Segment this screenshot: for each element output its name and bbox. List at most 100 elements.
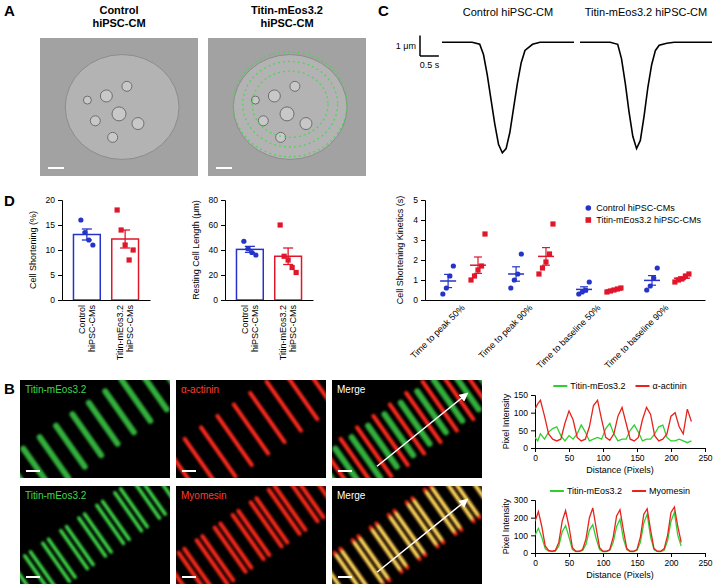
band xyxy=(134,380,170,414)
error-bar xyxy=(120,230,130,248)
error-bar xyxy=(678,277,686,280)
band xyxy=(231,402,271,457)
axis-line xyxy=(536,449,706,453)
plot-area xyxy=(535,507,681,552)
tick: 100 xyxy=(514,531,535,541)
tick-label-line: Titin-mEos3.2 xyxy=(115,305,125,360)
tick-mark xyxy=(421,220,425,221)
scale-bar xyxy=(182,576,196,578)
tick: 0 xyxy=(213,295,225,305)
vesicle xyxy=(268,90,280,102)
tick-mark xyxy=(421,280,425,281)
legend: Titin-mEos3.2α-actinin xyxy=(553,381,686,391)
tick-mark xyxy=(531,413,535,414)
image-background xyxy=(20,380,170,478)
vesicle xyxy=(290,81,300,91)
band xyxy=(148,486,170,508)
error-bar-cap xyxy=(580,286,588,287)
tick-label: 20 xyxy=(46,195,56,205)
tick: 4 xyxy=(413,215,425,225)
image-content xyxy=(208,38,366,176)
legend-label: Titin-mEos3.2 hiPSC-CMs xyxy=(596,215,701,225)
error-bar-cap xyxy=(610,289,618,290)
striations xyxy=(20,486,170,584)
scale-bar xyxy=(26,576,40,578)
image-background xyxy=(40,38,198,176)
image-content xyxy=(332,486,482,584)
tick-label: Titin-mEos3.2hiPSC-CMs xyxy=(115,305,135,361)
micrograph: Merge xyxy=(224,395,591,586)
scale-bar-label: 0.5 s xyxy=(420,60,440,70)
point xyxy=(82,230,87,235)
tick: 2 xyxy=(413,255,425,265)
panel-label: C xyxy=(378,2,389,19)
tick-label: 250 xyxy=(698,453,712,463)
tick: 200 xyxy=(514,513,535,523)
band xyxy=(82,512,114,555)
vesicle xyxy=(300,118,312,130)
x-axis: 050100150200250 xyxy=(533,448,713,463)
tick-label-line: Titin-mEos3.2 xyxy=(278,305,288,360)
tick: 0 xyxy=(523,443,535,453)
point xyxy=(286,257,291,262)
tick-mark xyxy=(603,448,604,452)
y-axis: 012345 xyxy=(413,195,425,305)
error-bar-cap xyxy=(444,287,452,288)
tick: 250 xyxy=(698,553,712,568)
point xyxy=(78,217,83,222)
point xyxy=(451,263,456,268)
trace-chart: Titin-mEos3.2 hiPSC-CM xyxy=(580,6,712,149)
axis-line xyxy=(421,201,426,301)
point xyxy=(472,273,477,278)
tick-mark xyxy=(531,500,535,501)
striations xyxy=(332,380,482,478)
tick: Time to baseline 50% xyxy=(535,300,603,371)
scale-bar: 1 μm0.5 s xyxy=(396,36,440,70)
tick-mark xyxy=(421,260,425,261)
axis-line xyxy=(426,300,706,301)
tick-mark xyxy=(221,250,225,251)
tick-label: 100 xyxy=(596,558,610,568)
tick-label: 100 xyxy=(514,408,528,418)
axis-line xyxy=(531,396,536,449)
tick-label: 15 xyxy=(46,220,56,230)
tick-mark xyxy=(531,448,535,449)
band xyxy=(308,486,326,507)
tick-label: 60 xyxy=(209,220,219,230)
bar xyxy=(112,239,139,300)
tick-label: 10 xyxy=(46,245,56,255)
band xyxy=(462,380,482,402)
point xyxy=(440,291,445,296)
y-axis: 05101520 xyxy=(46,195,63,305)
point xyxy=(519,251,524,256)
channel-label: α-actinin xyxy=(181,384,219,395)
tick: 20 xyxy=(209,270,225,280)
tick-mark xyxy=(221,275,225,276)
band xyxy=(326,486,327,495)
tick-mark xyxy=(221,200,225,201)
image-content xyxy=(20,486,170,584)
scale-bar-x xyxy=(420,55,439,57)
error-bar-cap xyxy=(542,265,550,266)
cell xyxy=(233,55,347,160)
band xyxy=(247,390,287,445)
point xyxy=(655,265,660,270)
tick: 0 xyxy=(523,548,535,558)
legend-swatch xyxy=(550,490,564,492)
error-bar-cap xyxy=(610,290,618,291)
scale-bar-y xyxy=(419,36,421,56)
tick: 50 xyxy=(565,448,575,463)
error-bar-cap xyxy=(474,256,482,257)
tick-label-line: hiPSC-CMs xyxy=(288,305,298,353)
tick-mark xyxy=(705,448,706,452)
tick-label: 0 xyxy=(213,295,218,305)
tick-label: 300 xyxy=(514,495,528,505)
point xyxy=(241,239,246,244)
tick-label: 2 xyxy=(413,255,418,265)
legend-label: α-actinin xyxy=(652,381,686,391)
band xyxy=(466,486,482,504)
tick-label-line: hiPSC-CMs xyxy=(250,305,260,353)
point xyxy=(278,222,283,227)
tick-mark xyxy=(58,300,62,301)
plot-area xyxy=(440,221,691,296)
